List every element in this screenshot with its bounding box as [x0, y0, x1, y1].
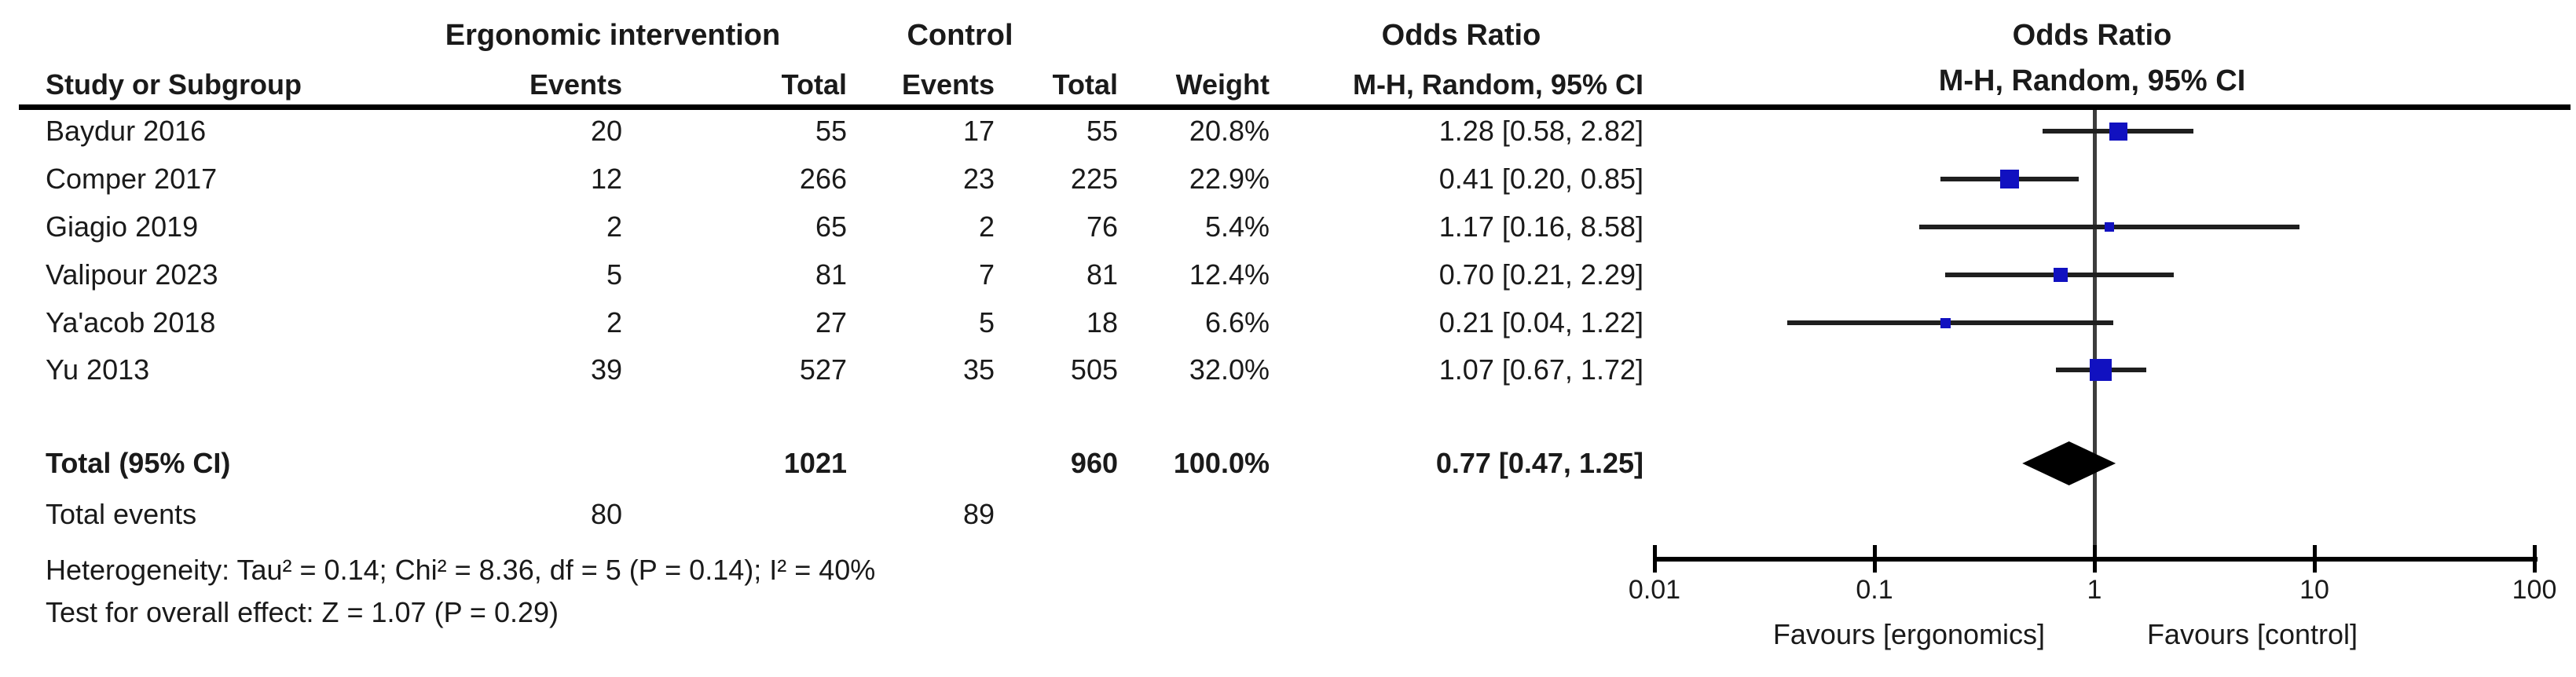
- or-ci-value: 0.70 [0.21, 2.29]: [1438, 258, 1643, 291]
- total-row-label: Total (95% CI): [46, 447, 231, 479]
- total2-value: 225: [1070, 163, 1118, 195]
- mh-column-header: M-H, Random, 95% CI: [1352, 68, 1643, 101]
- or-ci-value: 1.07 [0.67, 1.72]: [1438, 353, 1643, 386]
- table-row: Valipour 2023 5 81 7 81 12.4% 0.70 [0.21…: [0, 251, 1689, 298]
- heterogeneity-stats: Heterogeneity: Tau² = 0.14; Chi² = 8.36,…: [46, 554, 876, 586]
- weight-value: 22.9%: [1189, 163, 1270, 195]
- weight-value: 5.4%: [1204, 210, 1270, 243]
- or-ci-value: 0.41 [0.20, 0.85]: [1438, 163, 1643, 195]
- study-name: Baydur 2016: [46, 115, 207, 147]
- effect-square: [2090, 359, 2112, 381]
- total2-value: 81: [1086, 258, 1118, 291]
- favours-right-label: Favours [control]: [2146, 618, 2358, 650]
- total-events-label: Total events: [46, 498, 197, 530]
- total1-value: 81: [815, 258, 847, 291]
- study-column-header: Study or Subgroup: [46, 68, 302, 101]
- column-header-row: Study or Subgroup Events Total Events To…: [0, 61, 1689, 108]
- effect-square: [2105, 222, 2114, 232]
- axis-tick-label: 10: [2299, 575, 2329, 605]
- study-name: Giagio 2019: [46, 210, 199, 243]
- total1-value: 55: [815, 115, 847, 147]
- events1-value: 2: [606, 210, 622, 243]
- table-row: Ya'acob 2018 2 27 5 18 6.6% 0.21 [0.04, …: [0, 299, 1689, 346]
- study-name: Comper 2017: [46, 163, 218, 195]
- events1-value: 5: [606, 258, 622, 291]
- axis-tick: [1653, 545, 1657, 573]
- plot-header-line2: M-H, Random, 95% CI: [1938, 64, 2246, 97]
- events2-column-header: Events: [901, 68, 995, 101]
- or-ci-value: 1.28 [0.58, 2.82]: [1438, 115, 1643, 147]
- total-diamond: [2022, 441, 2116, 485]
- total1-column-header: Total: [781, 68, 847, 101]
- total-events2: 89: [962, 498, 995, 530]
- weight-value: 20.8%: [1189, 115, 1270, 147]
- total-or-ci: 0.77 [0.47, 1.25]: [1435, 447, 1643, 479]
- table-row: Giagio 2019 2 65 2 76 5.4% 1.17 [0.16, 8…: [0, 203, 1689, 251]
- total2-value: 505: [1070, 353, 1118, 386]
- axis-tick-label: 100: [2512, 575, 2557, 605]
- total2-value: 55: [1086, 115, 1118, 147]
- total1-value: 65: [815, 210, 847, 243]
- study-name: Valipour 2023: [46, 258, 218, 291]
- odds-ratio-column-header: Odds Ratio: [1381, 19, 1541, 52]
- total1-sum: 1021: [783, 447, 847, 479]
- effect-square: [2109, 123, 2127, 141]
- events1-value: 39: [590, 353, 622, 386]
- no-effect-line: [2093, 110, 2097, 560]
- weight-sum: 100.0%: [1173, 447, 1270, 479]
- events2-value: 23: [962, 163, 995, 195]
- study-name: Yu 2013: [46, 353, 150, 386]
- total-row: Total (95% CI) 1021 960 100.0% 0.77 [0.4…: [0, 440, 1689, 487]
- events2-value: 5: [978, 306, 995, 338]
- events2-value: 7: [978, 258, 995, 291]
- total2-sum: 960: [1070, 447, 1118, 479]
- axis-tick: [2533, 545, 2537, 573]
- or-ci-value: 1.17 [0.16, 8.58]: [1438, 210, 1643, 243]
- events2-value: 17: [962, 115, 995, 147]
- effect-square: [1940, 318, 1951, 328]
- effect-square: [2054, 268, 2068, 282]
- table-row: Yu 2013 39 527 35 505 32.0% 1.07 [0.67, …: [0, 346, 1689, 393]
- total-events-row: Total events 80 89: [0, 491, 1689, 538]
- axis-tick: [2313, 545, 2317, 573]
- group2-header: Control: [907, 19, 1013, 52]
- total2-value: 76: [1086, 210, 1118, 243]
- axis-tick-label: 1: [2087, 575, 2102, 605]
- axis-tick: [2093, 545, 2097, 573]
- table-row: Comper 2017 12 266 23 225 22.9% 0.41 [0.…: [0, 156, 1689, 203]
- axis-tick-label: 0.1: [1856, 575, 1893, 605]
- events1-column-header: Events: [529, 68, 622, 101]
- total1-value: 266: [799, 163, 847, 195]
- axis-tick-label: 0.01: [1628, 575, 1681, 605]
- overall-effect-stats: Test for overall effect: Z = 1.07 (P = 0…: [46, 596, 559, 628]
- study-name: Ya'acob 2018: [46, 306, 216, 338]
- weight-column-header: Weight: [1175, 68, 1270, 101]
- events1-value: 20: [590, 115, 622, 147]
- events1-value: 12: [590, 163, 622, 195]
- axis-tick: [1873, 545, 1877, 573]
- total1-value: 27: [815, 306, 847, 338]
- table-row: Baydur 2016 20 55 17 55 20.8% 1.28 [0.58…: [0, 108, 1689, 155]
- weight-value: 32.0%: [1189, 353, 1270, 386]
- total-events1: 80: [590, 498, 622, 530]
- group1-header: Ergonomic intervention: [445, 19, 781, 52]
- total2-value: 18: [1086, 306, 1118, 338]
- or-ci-value: 0.21 [0.04, 1.22]: [1438, 306, 1643, 338]
- events1-value: 2: [606, 306, 622, 338]
- events2-value: 2: [978, 210, 995, 243]
- events2-value: 35: [962, 353, 995, 386]
- total1-value: 527: [799, 353, 847, 386]
- total2-column-header: Total: [1052, 68, 1118, 101]
- plot-header-line1: Odds Ratio: [2012, 19, 2172, 52]
- favours-left-label: Favours [ergonomics]: [1772, 618, 2046, 650]
- header-divider-rule: [19, 104, 2571, 110]
- weight-value: 12.4%: [1189, 258, 1270, 291]
- effect-square: [2000, 170, 2019, 188]
- weight-value: 6.6%: [1204, 306, 1270, 338]
